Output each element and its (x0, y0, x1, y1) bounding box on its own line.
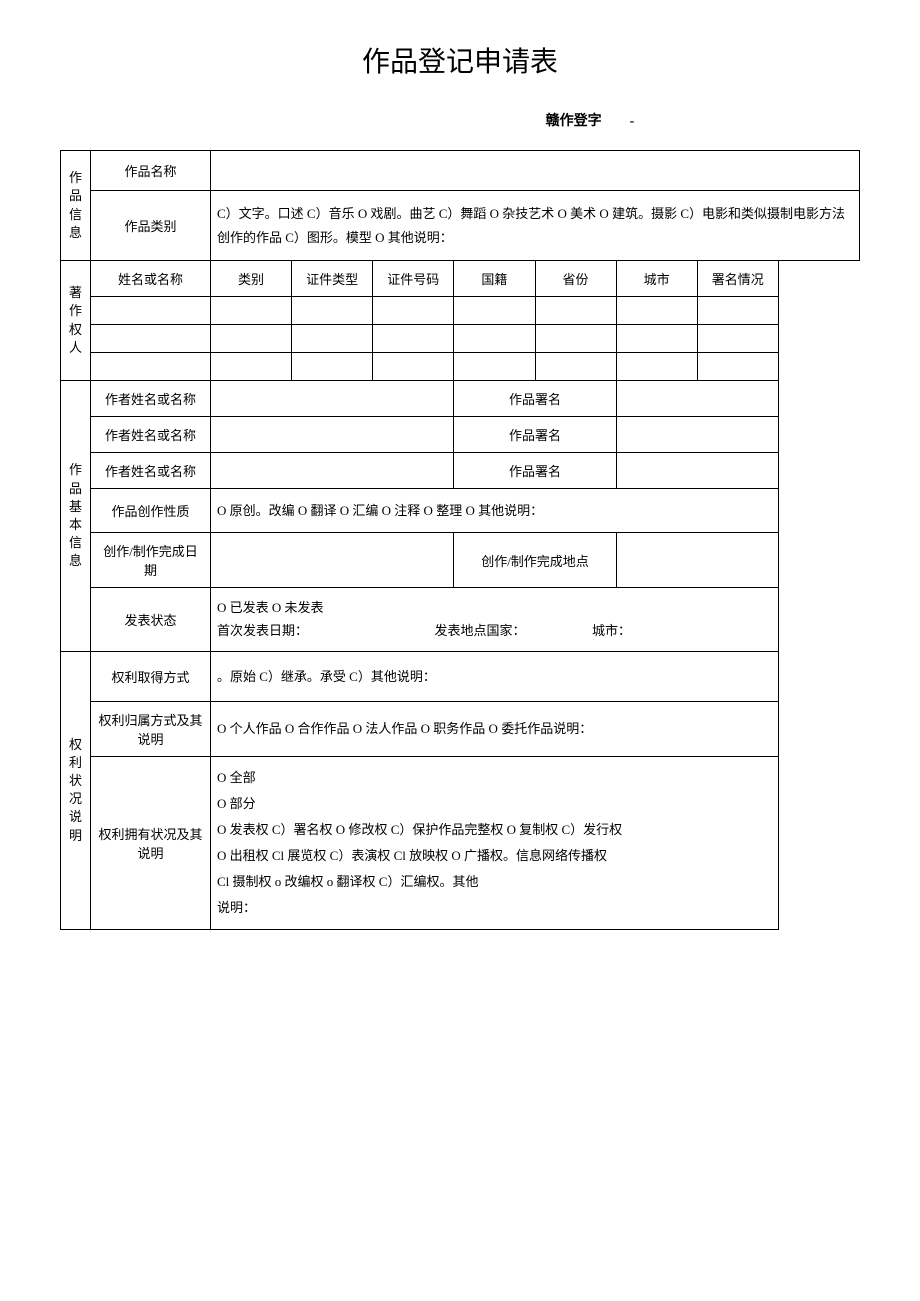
table-cell (535, 353, 616, 381)
table-cell (91, 325, 211, 353)
rights-belong-options: O 个人作品 O 合作作品 O 法人作品 O 职务作品 O 委托作品说明： (211, 701, 779, 756)
rights-belong-label: 权利归属方式及其说明 (91, 701, 211, 756)
work-signature-value (616, 417, 778, 453)
table-cell (454, 297, 535, 325)
work-signature-value (616, 453, 778, 489)
work-nature-label: 作品创作性质 (91, 489, 211, 533)
rights-own-line: Cl 摄制权 o 改编权 o 翻译权 C）汇编权。其他 (217, 874, 478, 889)
table-cell (697, 297, 778, 325)
rights-own-line: O 发表权 C）署名权 O 修改权 C）保护作品完整权 O 复制权 C）发行权 (217, 822, 622, 837)
table-cell (616, 353, 697, 381)
author-name-label: 作者姓名或名称 (91, 453, 211, 489)
table-cell (292, 353, 373, 381)
rights-acquire-label: 权利取得方式 (91, 651, 211, 701)
author-name-value (211, 381, 454, 417)
table-cell (454, 325, 535, 353)
publish-status-label: 发表状态 (91, 588, 211, 652)
rights-acquire-options: 。原始 C）继承。承受 C）其他说明： (211, 651, 779, 701)
publish-city-label: 城市： (592, 623, 631, 638)
table-cell (373, 297, 454, 325)
creation-place-value (616, 533, 778, 588)
creation-date-value (211, 533, 454, 588)
creation-place-label: 创作/制作完成地点 (454, 533, 616, 588)
section-work-info-header: 作品信息 (61, 151, 91, 261)
table-cell (697, 353, 778, 381)
author-name-value (211, 417, 454, 453)
work-signature-value (616, 381, 778, 417)
table-cell (211, 297, 292, 325)
owner-province-header: 省份 (535, 261, 616, 297)
owner-signature-header: 署名情况 (697, 261, 778, 297)
section-rights-status-header: 权利状况说明 (61, 651, 91, 929)
publish-first-date-label: 首次发表日期： (217, 623, 308, 638)
table-cell (91, 297, 211, 325)
author-name-label: 作者姓名或名称 (91, 381, 211, 417)
work-category-label: 作品类别 (91, 191, 211, 261)
rights-own-label: 权利拥有状况及其说明 (91, 756, 211, 929)
table-cell (91, 353, 211, 381)
work-category-options: C）文字。口述 C）音乐 O 戏剧。曲艺 C）舞蹈 O 杂技艺术 O 美术 O … (211, 191, 860, 261)
rights-own-line: O 全部 (217, 770, 256, 785)
author-name-label: 作者姓名或名称 (91, 417, 211, 453)
publish-status-content: O 已发表 O 未发表 首次发表日期： 发表地点国家： 城市： (211, 588, 779, 652)
table-cell (292, 325, 373, 353)
page-title: 作品登记申请表 (60, 40, 860, 80)
rights-own-line: O 出租权 Cl 展览权 C）表演权 Cl 放映权 O 广播权。信息网络传播权 (217, 848, 607, 863)
table-cell (211, 325, 292, 353)
work-name-value (211, 151, 860, 191)
owner-city-header: 城市 (616, 261, 697, 297)
table-cell (211, 353, 292, 381)
publish-country-label: 发表地点国家： (435, 623, 526, 638)
registration-form-table: 作品信息 作品名称 作品类别 C）文字。口述 C）音乐 O 戏剧。曲艺 C）舞蹈… (60, 150, 860, 930)
section-work-basic-info-header: 作品基本信息 (61, 381, 91, 652)
table-cell (616, 325, 697, 353)
work-nature-options: O 原创。改编 O 翻译 O 汇编 O 注释 O 整理 O 其他说明： (211, 489, 779, 533)
rights-own-line: 说明： (217, 900, 256, 915)
work-signature-label: 作品署名 (454, 381, 616, 417)
owner-idtype-header: 证件类型 (292, 261, 373, 297)
owner-nationality-header: 国籍 (454, 261, 535, 297)
owner-type-header: 类别 (211, 261, 292, 297)
author-name-value (211, 453, 454, 489)
table-cell (373, 325, 454, 353)
owner-idnum-header: 证件号码 (373, 261, 454, 297)
registration-number: 赣作登字 - (60, 110, 860, 130)
table-cell (697, 325, 778, 353)
rights-own-line: O 部分 (217, 796, 256, 811)
work-signature-label: 作品署名 (454, 453, 616, 489)
publish-status-line1: O 已发表 O 未发表 (217, 600, 324, 615)
owner-name-header: 姓名或名称 (91, 261, 211, 297)
creation-date-label: 创作/制作完成日期 (91, 533, 211, 588)
work-name-label: 作品名称 (91, 151, 211, 191)
work-signature-label: 作品署名 (454, 417, 616, 453)
section-copyright-owner-header: 著作权人 (61, 261, 91, 381)
table-cell (292, 297, 373, 325)
table-cell (616, 297, 697, 325)
table-cell (373, 353, 454, 381)
table-cell (454, 353, 535, 381)
rights-own-options: O 全部 O 部分 O 发表权 C）署名权 O 修改权 C）保护作品完整权 O … (211, 756, 779, 929)
table-cell (535, 297, 616, 325)
table-cell (535, 325, 616, 353)
